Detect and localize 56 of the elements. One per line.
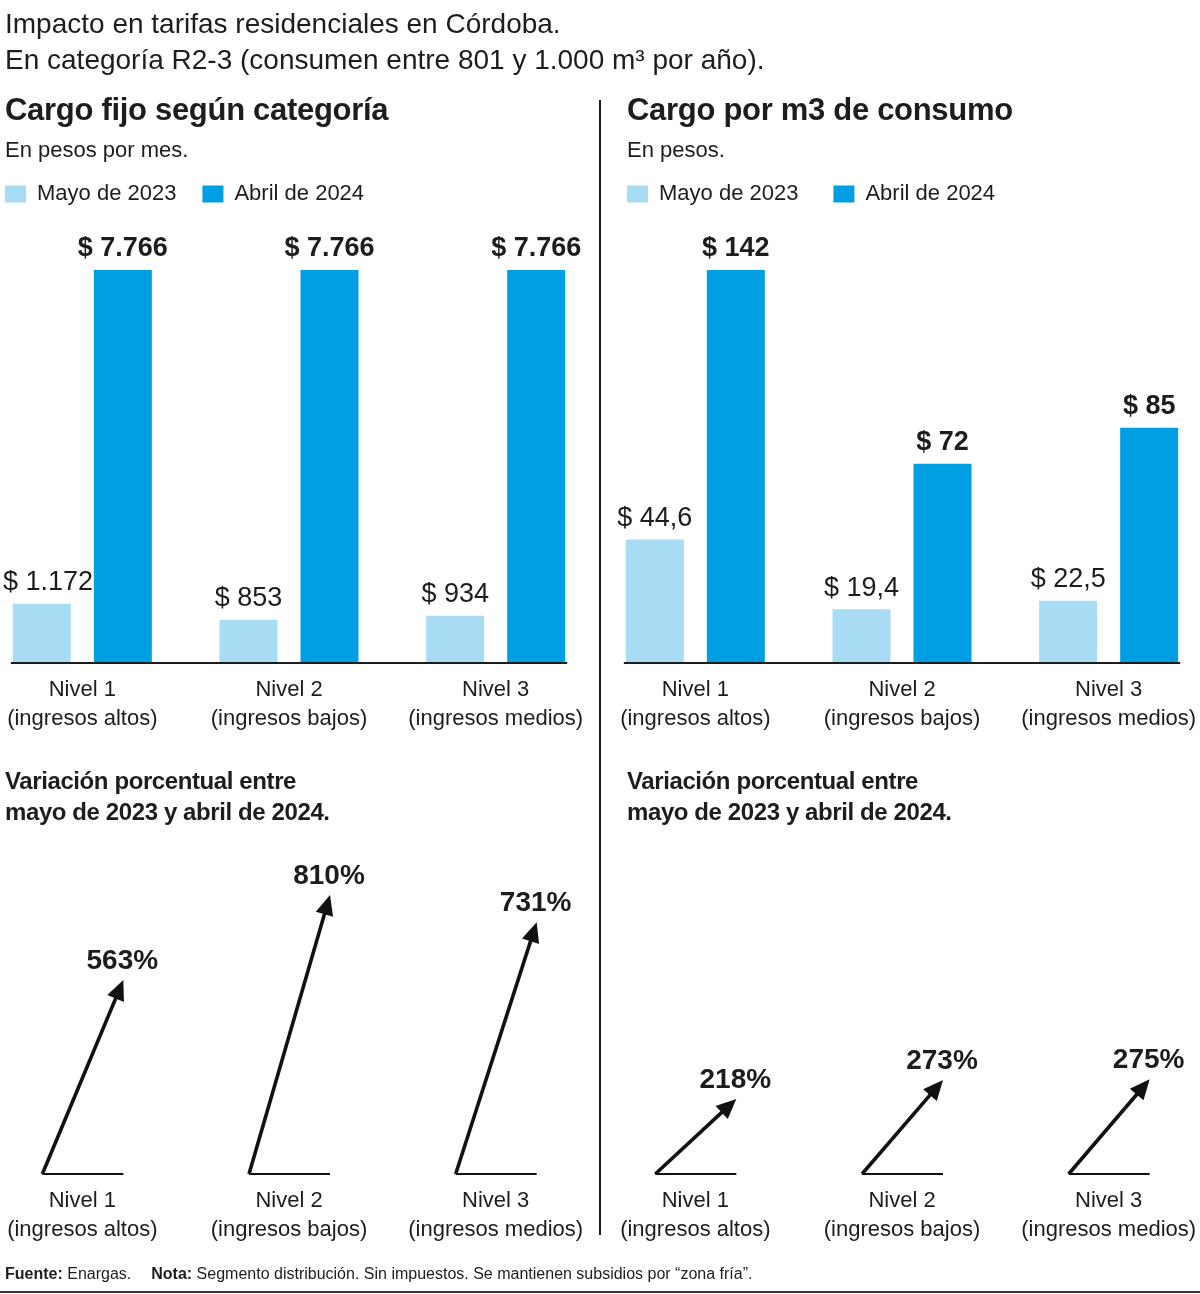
bar bbox=[1039, 600, 1098, 663]
text: Nota: Segmento distribución. Sin impuestos. Se mantienen subsidios por “zona fría”. bbox=[151, 1265, 753, 1282]
bar bbox=[300, 270, 359, 663]
text: Variación porcentual entre mayo de 2023 y abril de 2024. bbox=[627, 766, 953, 827]
category-label: Nivel 1 (ingresos altos) bbox=[7, 1187, 158, 1241]
bar bbox=[625, 539, 684, 663]
bar bbox=[913, 463, 972, 663]
data-label: $ 7.766 bbox=[77, 232, 168, 263]
data-label: $ 1.172 bbox=[2, 566, 94, 597]
data-label: $ 853 bbox=[214, 582, 283, 613]
data-label: 563% bbox=[86, 943, 159, 975]
x-tick-label: Nivel 3 (ingresos medios) bbox=[408, 676, 584, 730]
bar bbox=[1120, 427, 1179, 663]
category-label: Nivel 3 (ingresos medios) bbox=[408, 1187, 584, 1241]
data-label: $ 7.766 bbox=[491, 232, 582, 263]
data-label: $ 44,6 bbox=[617, 502, 693, 533]
data-label: 275% bbox=[1112, 1043, 1185, 1074]
chart-title: Cargo fijo según categoría bbox=[5, 92, 389, 128]
bar bbox=[426, 615, 485, 663]
x-tick-label: Nivel 2 (ingresos bajos) bbox=[210, 676, 368, 730]
bar bbox=[12, 603, 71, 663]
legend-label: Mayo de 2023 bbox=[659, 180, 799, 206]
x-tick-label: Nivel 1 (ingresos altos) bbox=[7, 676, 158, 730]
data-label: 273% bbox=[906, 1043, 978, 1075]
data-label: 810% bbox=[293, 858, 365, 890]
bar bbox=[832, 609, 891, 663]
category-label: Nivel 2 (ingresos bajos) bbox=[823, 1187, 981, 1241]
data-label: $ 7.766 bbox=[284, 232, 375, 263]
bar bbox=[93, 270, 152, 663]
source-note: Fuente: Enargas. bbox=[5, 1265, 132, 1282]
chart-subtitle: En pesos. bbox=[627, 136, 725, 164]
chart-subtitle: En pesos por mes. bbox=[5, 136, 189, 164]
data-label: $ 934 bbox=[421, 578, 489, 609]
text: Impacto en tarifas residenciales en Córdoba. bbox=[5, 7, 561, 41]
bar bbox=[219, 619, 278, 663]
x-tick-label: Nivel 3 (ingresos medios) bbox=[1021, 676, 1197, 730]
legend-label: Abril de 2024 bbox=[234, 180, 365, 206]
legend-label: Abril de 2024 bbox=[865, 180, 996, 206]
category-label: Nivel 3 (ingresos medios) bbox=[1021, 1187, 1197, 1241]
legend-label: Mayo de 2023 bbox=[37, 180, 177, 206]
bar bbox=[507, 270, 566, 663]
data-label: $ 72 bbox=[916, 426, 969, 457]
category-label: Nivel 2 (ingresos bajos) bbox=[210, 1187, 368, 1241]
data-label: $ 85 bbox=[1122, 390, 1176, 421]
text: En categoría R2-3 (consumen entre 801 y 1.000 m³ por año). bbox=[5, 43, 765, 77]
data-label: $ 22,5 bbox=[1030, 563, 1106, 594]
data-label: 731% bbox=[499, 885, 572, 917]
chart-title: Cargo por m3 de consumo bbox=[627, 92, 1013, 128]
x-tick-label: Nivel 1 (ingresos altos) bbox=[620, 676, 771, 730]
data-label: 218% bbox=[699, 1062, 772, 1094]
x-tick-label: Nivel 2 (ingresos bajos) bbox=[823, 676, 981, 730]
data-label: $ 142 bbox=[702, 232, 770, 263]
data-label: $ 19,4 bbox=[823, 571, 900, 602]
category-label: Nivel 1 (ingresos altos) bbox=[620, 1187, 771, 1241]
text: Variación porcentual entre mayo de 2023 y abril de 2024. bbox=[5, 766, 331, 827]
bar bbox=[706, 270, 765, 663]
